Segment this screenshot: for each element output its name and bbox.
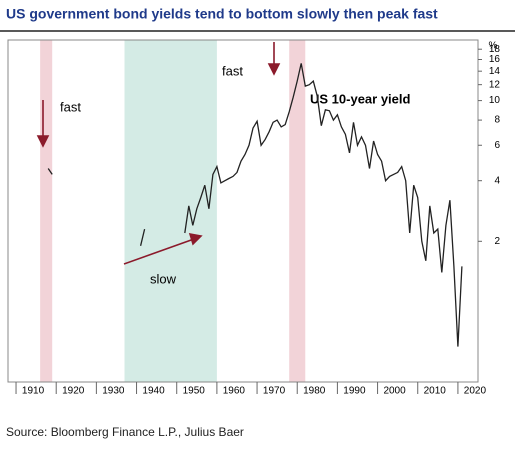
y-tick-label: 12 [489,79,501,90]
y-tick-label: 8 [494,115,500,126]
shaded-period [289,40,306,382]
x-tick-label: 1950 [183,386,206,397]
x-tick-label: 1990 [343,386,366,397]
x-tick-label: 1980 [303,386,326,397]
x-tick-label: 1920 [62,386,85,397]
x-tick-label: 1910 [22,386,45,397]
y-tick-label: 2 [494,236,500,247]
shaded-period [40,40,53,382]
annotation: slow [150,271,177,286]
y-tick-label: 16 [489,54,501,65]
source: Source: Bloomberg Finance L.P., Julius B… [6,425,244,439]
y-tick-label: 18 [489,44,501,55]
annotation: US 10-year yield [310,91,411,106]
x-tick-label: 2020 [464,386,487,397]
series-line [47,63,463,347]
x-tick-label: 2010 [424,386,447,397]
x-tick-label: 1930 [102,386,125,397]
y-tick-label: 4 [494,175,500,186]
chart-title: US government bond yields tend to bottom… [6,6,438,22]
x-tick-label: 1960 [223,386,246,397]
y-tick-label: 10 [489,95,501,106]
x-tick-label: 2000 [383,386,406,397]
shaded-period [124,40,217,382]
arrow [123,238,195,265]
bands [40,40,306,382]
y-tick-label: 14 [489,66,501,77]
arrow-head [267,63,281,76]
arrows [36,42,281,265]
y-tick-label: 6 [494,140,500,151]
annotation: fast [222,63,243,78]
x-tick-label: 1970 [263,386,286,397]
annotation: fast [60,99,81,114]
arrow-head [36,135,50,148]
y-unit: % [489,41,498,52]
arrow-head [188,232,203,246]
x-tick-label: 1940 [142,386,165,397]
plot-frame [7,39,479,383]
